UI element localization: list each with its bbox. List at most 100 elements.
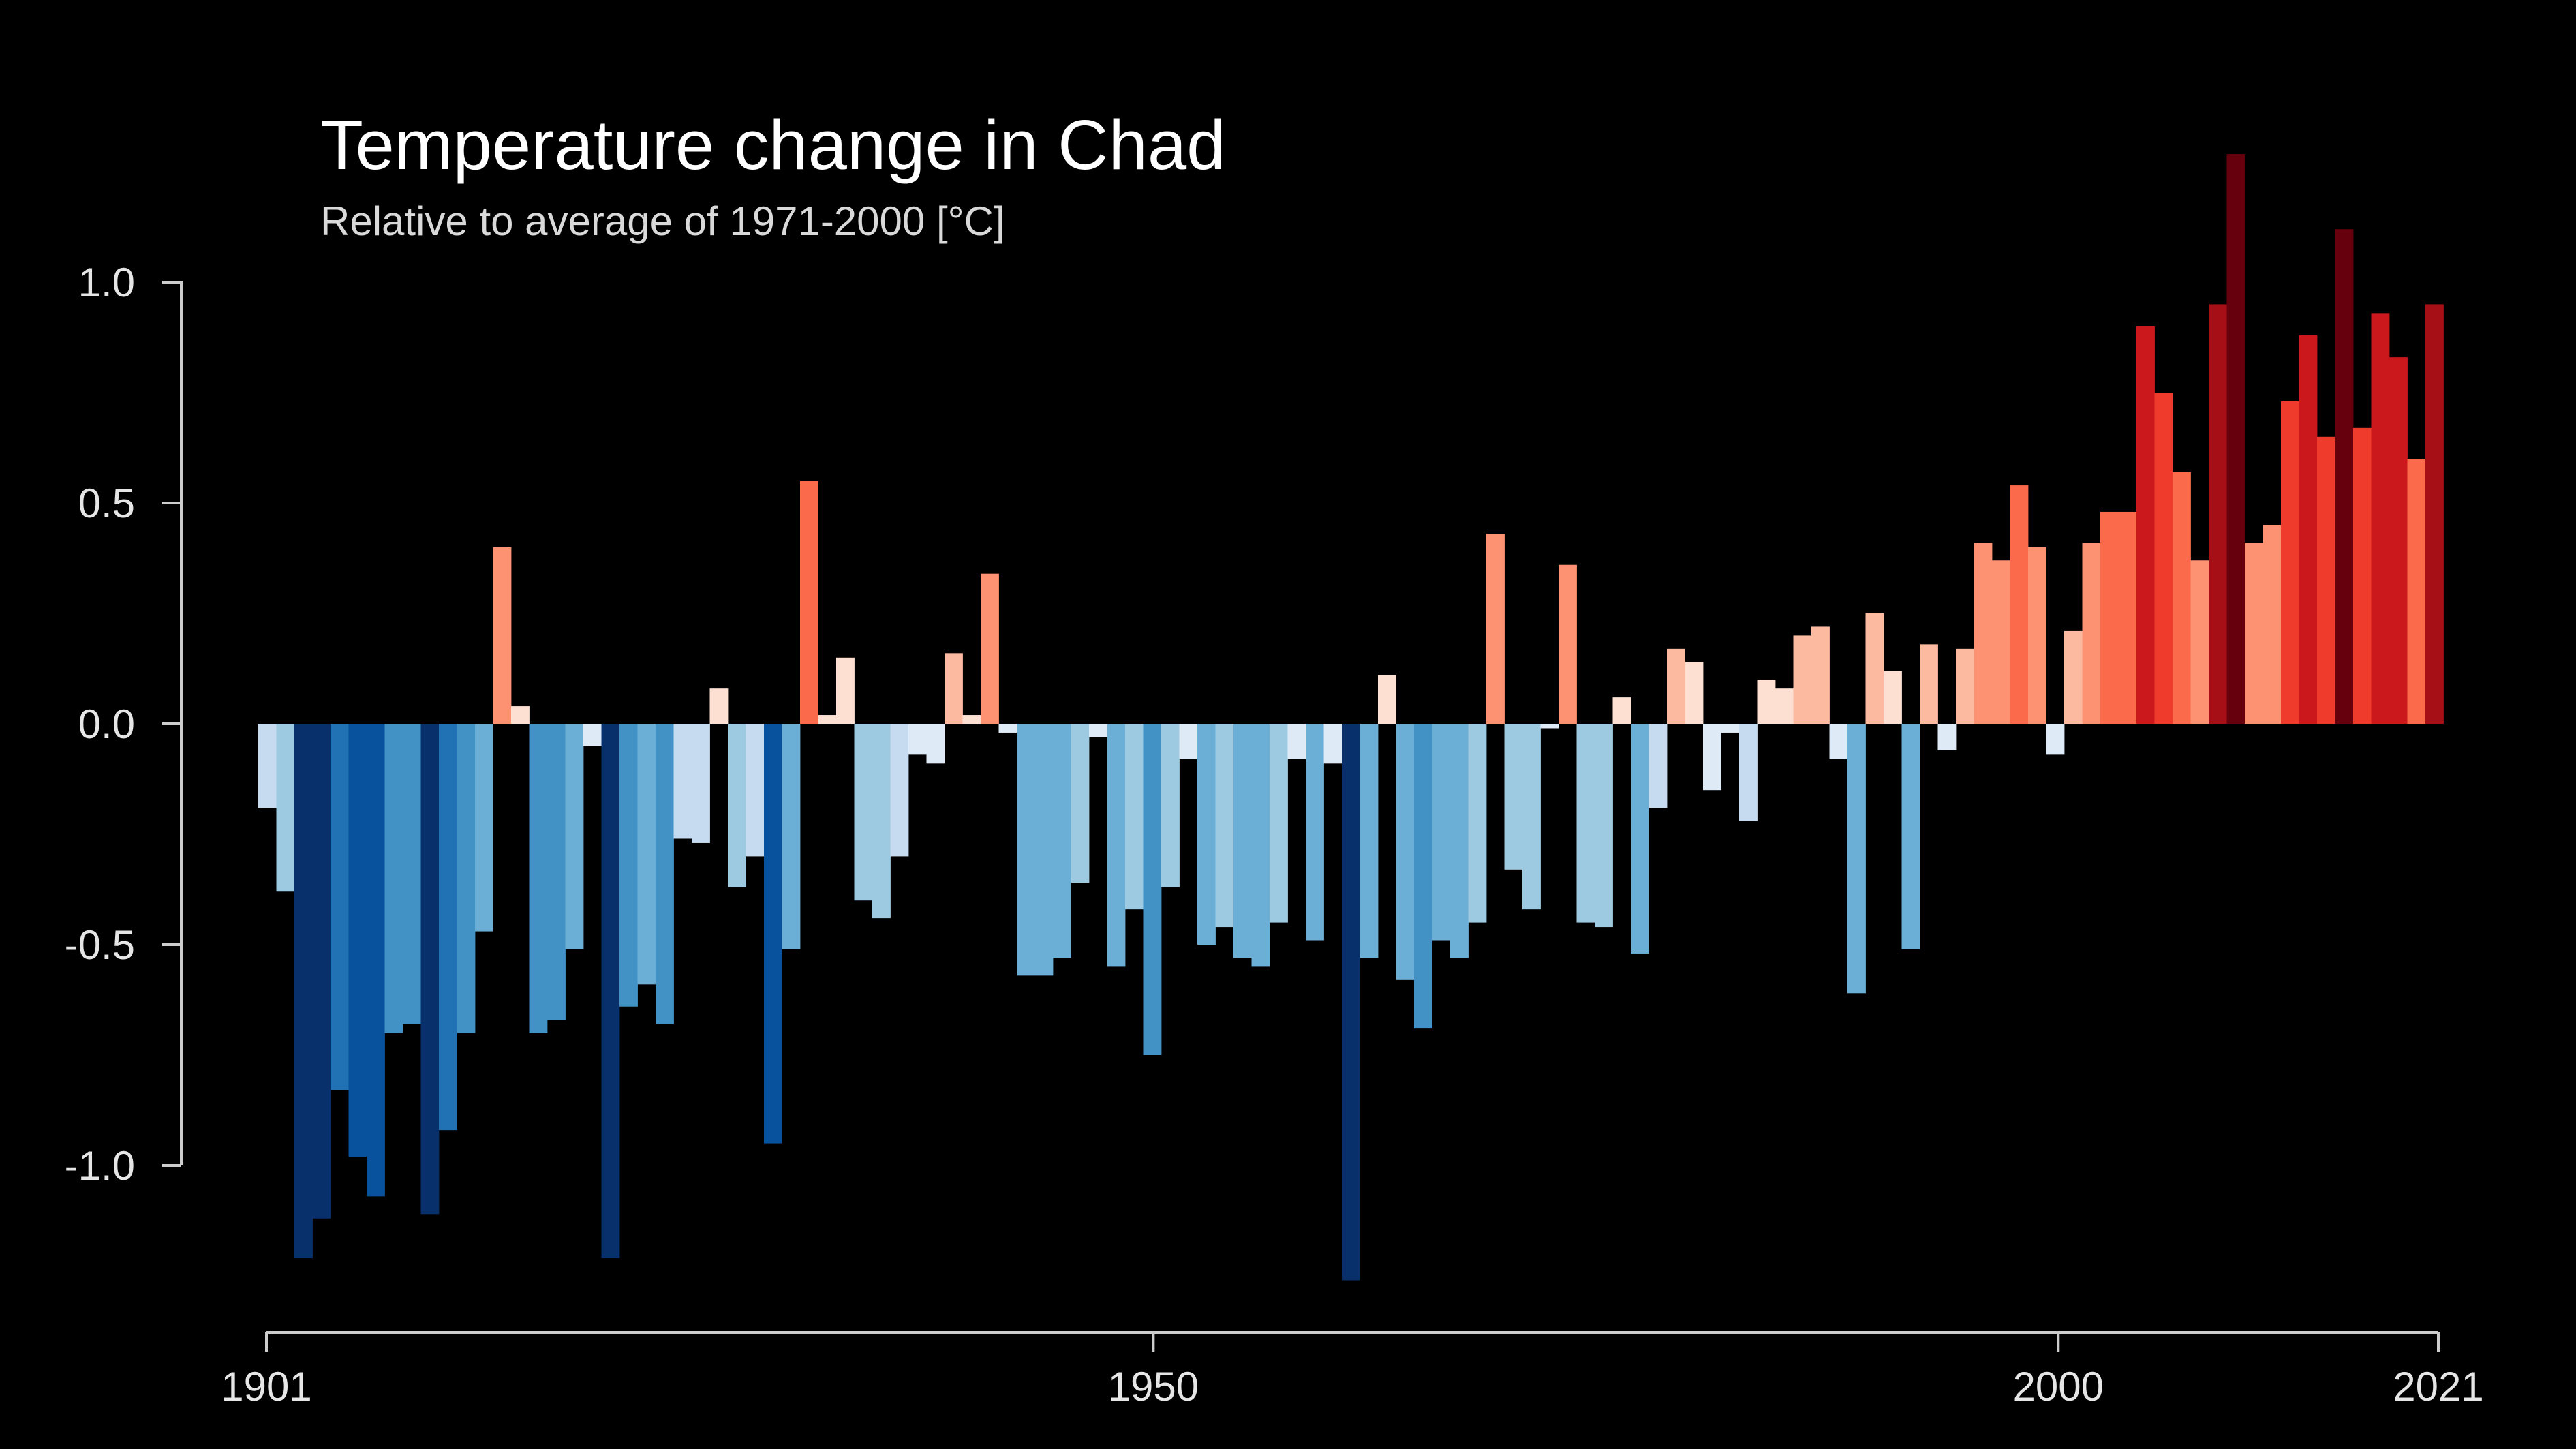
bar-1971 [1522,724,1541,910]
bar-1964 [1396,724,1415,980]
bar-2008 [2190,560,2209,724]
bar-2003 [2100,511,2119,724]
bar-2021 [2425,304,2444,724]
bar-1939 [945,653,963,724]
bar-1974 [1576,724,1595,923]
bar-1925 [692,724,710,843]
bar-1941 [981,573,999,724]
bar-2016 [2335,229,2354,724]
x-tick-label: 1901 [221,1364,311,1409]
bar-1938 [926,724,945,764]
bar-2011 [2245,543,2263,724]
bar-1926 [709,688,729,724]
bar-1955 [1233,724,1252,958]
bars-group [258,154,2444,1281]
bar-1918 [565,724,584,949]
bar-1935 [872,724,891,919]
bar-1915 [511,706,530,724]
bar-1965 [1414,724,1432,1029]
bar-1953 [1197,724,1216,945]
bar-2000 [2046,724,2065,755]
bar-2013 [2281,401,2299,724]
bar-1980 [1685,662,1704,724]
bar-1943 [1017,724,1035,976]
bar-2017 [2353,427,2372,724]
bar-1972 [1540,724,1559,729]
bar-1968 [1468,724,1487,923]
bar-1901 [258,724,277,808]
bar-1954 [1215,724,1234,928]
bar-1919 [583,724,602,746]
bar-1933 [836,657,855,724]
bar-1986 [1793,635,1812,724]
bar-1940 [962,715,981,724]
bar-2020 [2407,459,2426,724]
y-tick-label: 1.0 [78,260,135,305]
bar-1903 [294,724,313,1259]
bar-1991 [1884,671,1902,724]
bar-1936 [890,724,909,857]
bar-1911 [439,724,457,1131]
bar-1906 [348,724,367,1157]
bar-1924 [673,724,692,839]
bar-1920 [601,724,620,1259]
y-tick-label: -0.5 [65,922,135,968]
x-tick-label: 2000 [2013,1364,2104,1409]
bar-2012 [2263,525,2282,724]
bar-1963 [1378,675,1396,724]
bar-1909 [403,724,421,1024]
bar-1942 [998,724,1017,733]
bar-1929 [764,724,782,1144]
bar-1994 [1937,724,1957,750]
bar-1984 [1757,680,1776,724]
bar-2010 [2226,154,2245,724]
bar-1932 [818,715,837,724]
x-tick-label: 1950 [1108,1364,1199,1409]
bar-1921 [619,724,638,1007]
bar-2006 [2154,393,2173,724]
bar-1969 [1486,534,1505,724]
bar-1977 [1631,724,1649,954]
bar-1916 [529,724,548,1033]
bar-2001 [2064,630,2083,724]
bar-1996 [1974,543,1993,724]
bar-1937 [908,724,927,755]
bar-1957 [1270,724,1288,923]
bar-1951 [1161,724,1180,887]
bar-1985 [1775,688,1794,724]
bar-1979 [1667,648,1685,724]
bar-1989 [1847,724,1866,994]
bar-1959 [1306,724,1324,941]
bar-1931 [800,481,818,724]
bar-1947 [1089,724,1107,737]
bar-1944 [1034,724,1054,976]
bar-1934 [854,724,873,901]
bar-1966 [1432,724,1451,941]
bar-1960 [1323,724,1343,764]
bar-1961 [1342,724,1360,1281]
y-tick-label: -1.0 [65,1143,135,1189]
bar-1948 [1107,724,1126,967]
bar-1990 [1865,613,1884,724]
x-ticks-group: 1901 1950 2000 2021 [221,1332,2484,1409]
bar-1930 [782,724,801,949]
bar-1952 [1179,724,1198,759]
bar-2002 [2082,543,2101,724]
bar-1981 [1703,724,1721,791]
bar-1970 [1504,724,1523,870]
bar-1912 [457,724,476,1033]
y-tick-label: 0.0 [78,701,135,747]
bar-1956 [1251,724,1270,967]
bar-1904 [312,724,331,1219]
chart-title: Temperature change in Chad [320,106,1225,184]
bar-1949 [1125,724,1144,910]
bar-1967 [1450,724,1469,958]
bar-1973 [1559,564,1577,724]
bar-2018 [2371,313,2390,724]
bar-1922 [637,724,656,985]
bar-2014 [2299,335,2318,724]
bar-1958 [1287,724,1306,759]
bar-2007 [2173,472,2191,724]
bar-2019 [2389,357,2408,724]
